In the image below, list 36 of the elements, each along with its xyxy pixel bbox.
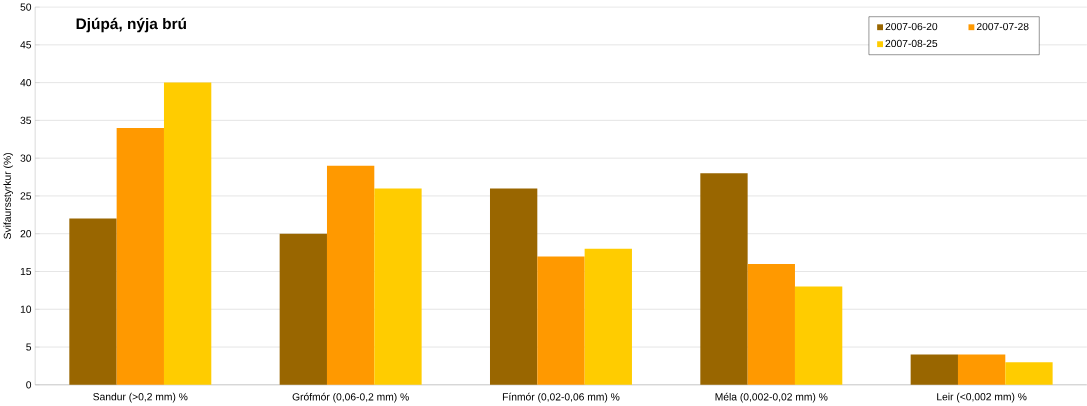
y-tick-label: 25 <box>20 192 32 200</box>
bar <box>69 218 117 385</box>
bar <box>957 354 1006 385</box>
legend-label: 2007-07-28 <box>976 22 1029 31</box>
y-tick-label: 50 <box>20 3 32 11</box>
legend-label: 2007-06-20 <box>885 22 938 31</box>
bar <box>700 173 748 385</box>
y-tick-label: 5 <box>26 343 32 351</box>
bar <box>279 233 327 385</box>
bar <box>163 82 212 385</box>
bar <box>910 354 958 385</box>
x-tick-label: Grófmór (0,06-0,2 mm) % <box>292 392 409 403</box>
y-tick-label: 20 <box>20 230 32 238</box>
y-tick-label: 30 <box>20 154 32 162</box>
bar <box>489 188 538 385</box>
bar <box>584 248 632 385</box>
y-tick-label: 0 <box>26 381 32 389</box>
text: Djúpá, nýja brú <box>76 17 186 33</box>
x-tick-label: Méla (0,002-0,02 mm) % <box>715 392 828 403</box>
y-tick-label: 40 <box>20 78 32 87</box>
bar <box>794 286 843 385</box>
bar <box>116 127 164 385</box>
y-tick-label: 15 <box>20 267 32 276</box>
bar <box>326 165 375 385</box>
y-axis-title: Svifaursstyrkur (%) <box>3 153 14 239</box>
bar <box>1005 362 1053 385</box>
y-tick-label: 45 <box>20 41 32 49</box>
x-tick-label: Sandur (>0,2 mm) % <box>93 392 188 403</box>
y-tick-label: 35 <box>20 116 32 125</box>
bar <box>537 256 585 385</box>
y-tick-label: 10 <box>20 305 32 313</box>
x-tick-label: Fínmór (0,02-0,06 mm) % <box>502 392 620 403</box>
legend-label: 2007-08-25 <box>885 39 938 48</box>
bar <box>747 263 795 385</box>
bar <box>374 188 422 385</box>
x-tick-label: Leir (<0,002 mm) % <box>937 392 1027 403</box>
